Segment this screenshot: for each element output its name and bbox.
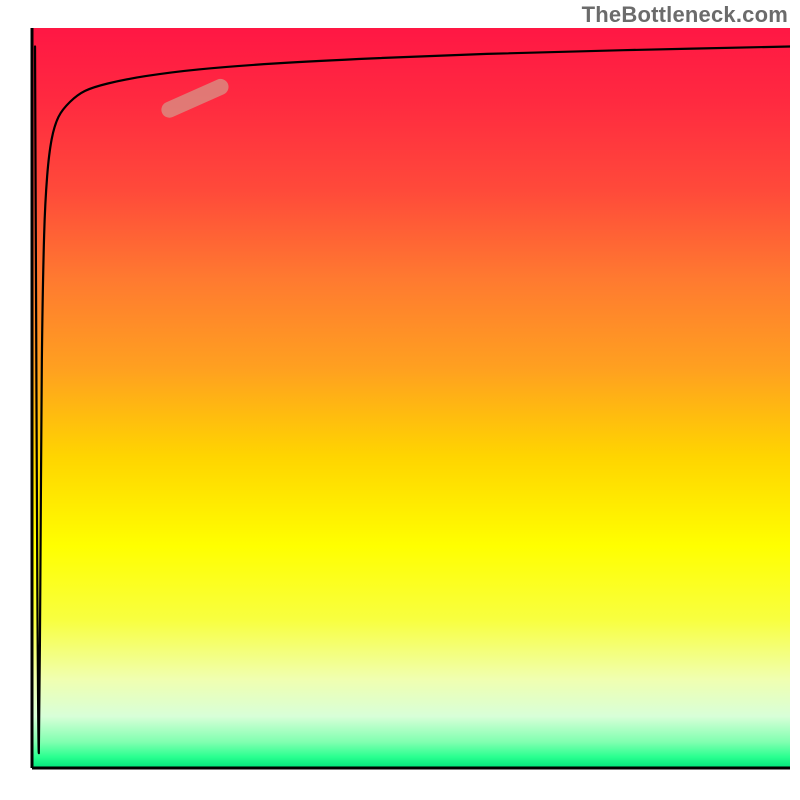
chart-svg (0, 0, 800, 800)
watermark-text: TheBottleneck.com (582, 2, 788, 28)
chart-stage: TheBottleneck.com (0, 0, 800, 800)
gradient-background (32, 28, 790, 768)
